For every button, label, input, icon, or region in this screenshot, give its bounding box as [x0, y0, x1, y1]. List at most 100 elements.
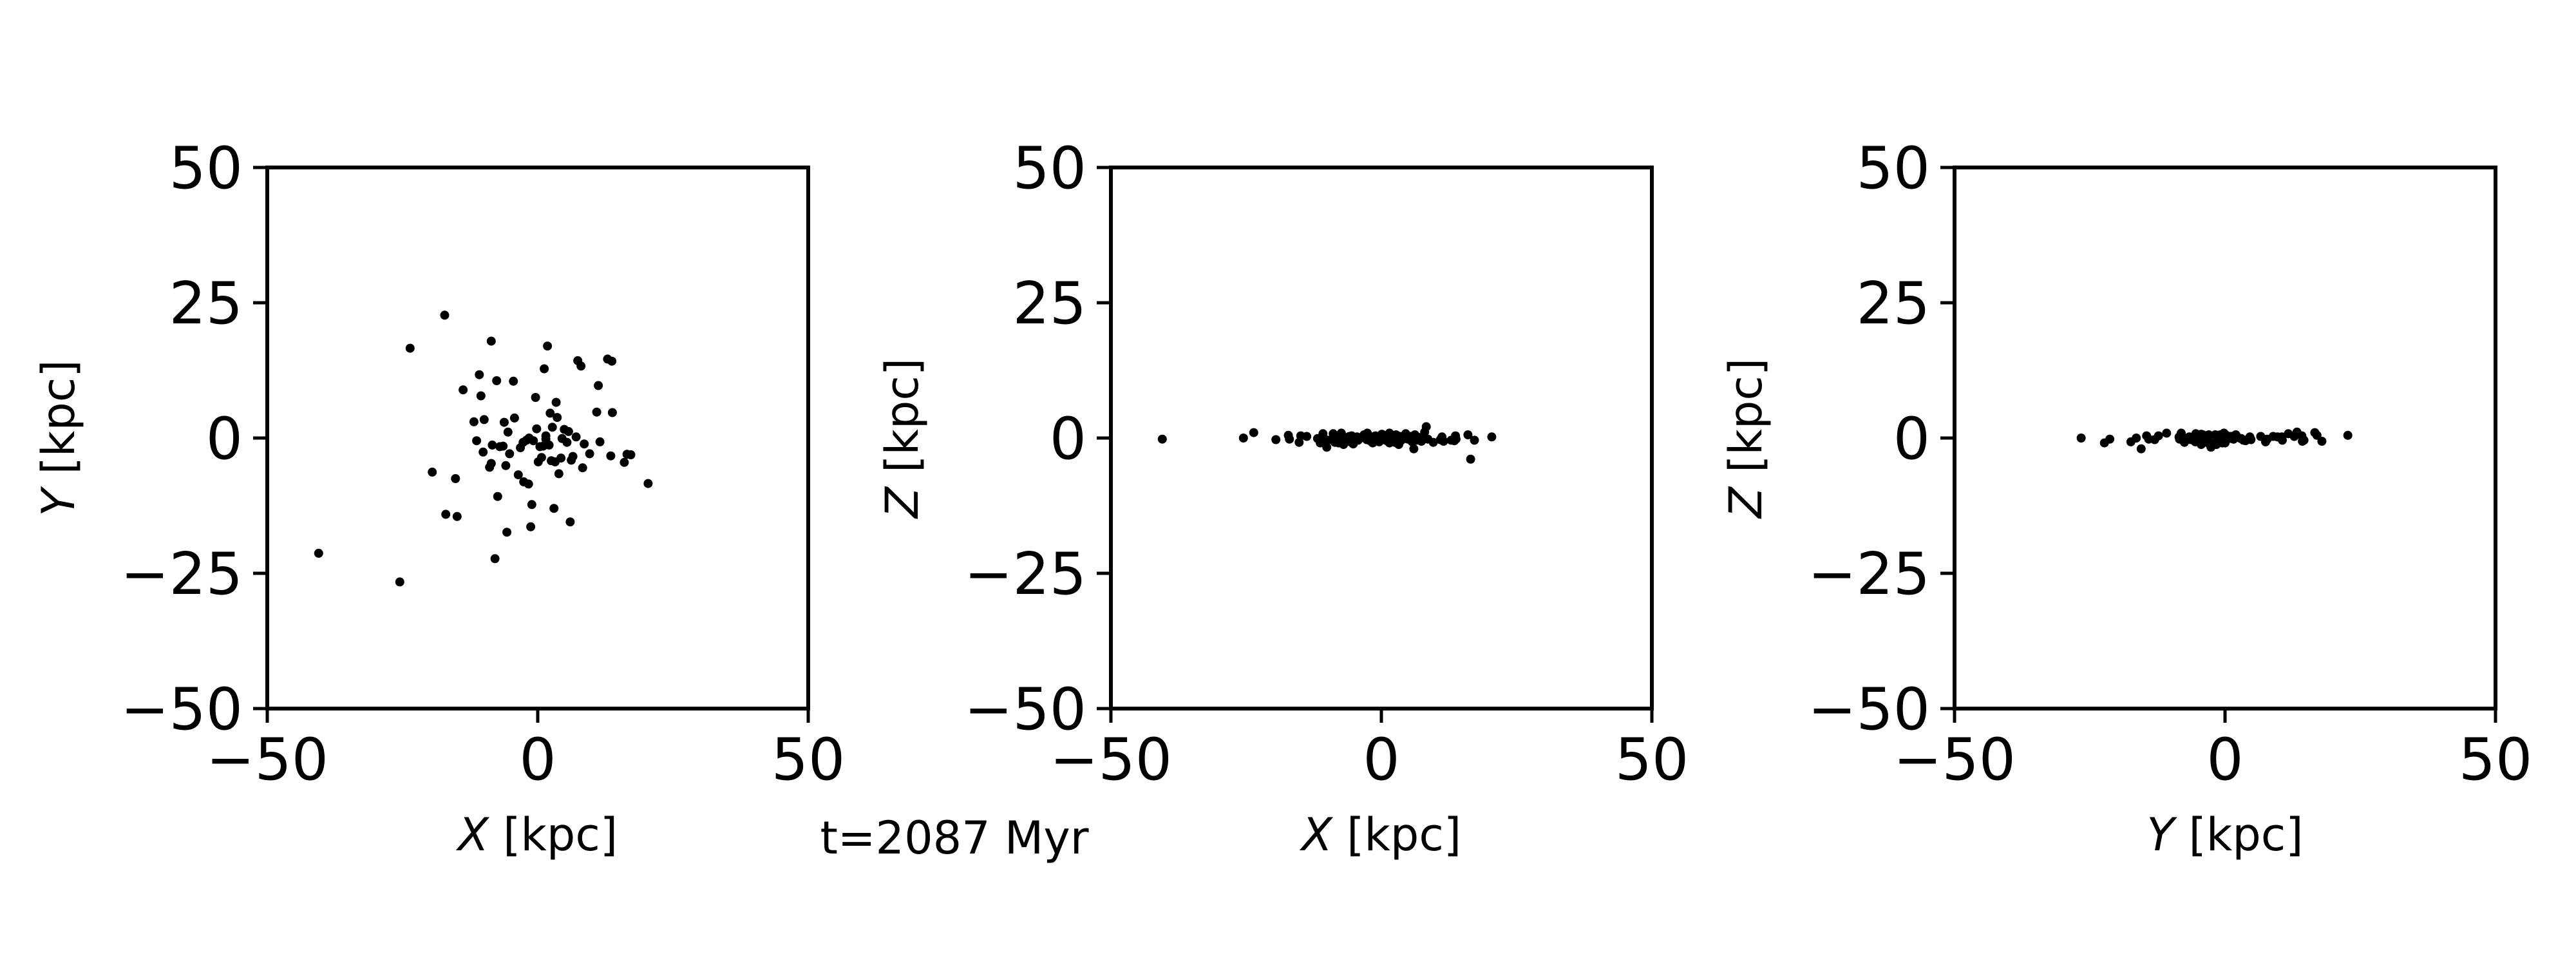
point-xy-25: [501, 461, 511, 470]
point-xy-6: [451, 474, 460, 483]
x-axis-label-xz: X [kpc]: [1299, 808, 1461, 861]
panel-xz: −50 0 50 −50 −25 0 25 50 X [kpc] Z [kpc]: [876, 135, 1689, 861]
point-xy-80: [607, 408, 617, 417]
point-xy-74: [592, 407, 601, 417]
x-tick-label-yz-1: 0: [2206, 726, 2243, 794]
point-xy-12: [476, 391, 486, 401]
point-xy-16: [486, 336, 496, 346]
point-xy-29: [509, 376, 518, 386]
point-xy-4: [440, 310, 450, 320]
point-xy-9: [469, 417, 478, 426]
y-tick-label-xz-1: −25: [964, 540, 1086, 608]
x-tick-label-xy-1: 0: [519, 726, 556, 794]
point-xy-40: [529, 436, 538, 446]
point-yz-0: [2076, 434, 2086, 443]
point-yz-79: [2278, 435, 2287, 445]
point-xz-1: [1238, 434, 1248, 443]
point-xy-71: [578, 463, 587, 473]
point-xy-39: [527, 500, 536, 510]
y-tick-label-yz-0: −50: [1808, 676, 1930, 743]
x-tick-label-yz-2: 50: [2459, 726, 2533, 794]
point-xz-5: [1285, 434, 1294, 444]
y-tick-label-xy-4: 50: [169, 135, 243, 202]
point-xz-82: [1466, 454, 1475, 464]
point-yz-72: [2246, 435, 2256, 444]
point-xz-65: [1409, 444, 1419, 453]
point-xy-7: [452, 511, 462, 521]
point-xy-63: [562, 437, 572, 447]
point-xy-24: [499, 417, 509, 427]
y-tick-label-xy-3: 25: [169, 270, 243, 338]
point-xy-23: [498, 441, 508, 451]
x-tick-label-yz-0: −50: [1893, 726, 2016, 794]
point-xz-3: [1271, 435, 1281, 444]
points-xy: [314, 310, 653, 587]
x-tick-label-xz-0: −50: [1050, 726, 1172, 794]
point-yz-13: [2177, 428, 2186, 438]
point-xz-73: [1428, 437, 1438, 447]
point-xy-19: [490, 554, 500, 564]
point-yz-9: [2154, 431, 2163, 441]
y-tick-label-xy-2: 0: [206, 405, 243, 473]
y-tick-label-yz-1: −25: [1808, 540, 1930, 608]
point-yz-85: [2299, 435, 2309, 445]
point-xy-45: [536, 453, 546, 463]
point-xy-79: [607, 356, 617, 366]
y-axis-label-xz: Z [kpc]: [876, 358, 929, 519]
point-xz-14: [1323, 435, 1332, 445]
point-yz-5: [2136, 444, 2146, 453]
point-yz-87: [2312, 430, 2322, 440]
point-yz-32: [2204, 430, 2213, 439]
point-xz-71: [1421, 422, 1431, 432]
y-tick-label-yz-3: 25: [1856, 270, 1930, 338]
point-xy-36: [524, 479, 533, 489]
y-axis-label-xy: Y [kpc]: [32, 359, 85, 516]
x-tick-label-xy-0: −50: [206, 726, 328, 794]
point-xy-64: [564, 426, 573, 436]
point-xy-3: [428, 467, 437, 477]
point-xz-84: [1487, 432, 1497, 442]
point-xy-75: [594, 381, 603, 390]
point-xy-10: [472, 436, 482, 446]
y-tick-label-xy-0: −50: [120, 676, 243, 743]
point-xz-2: [1249, 428, 1258, 437]
x-axis-label-yz: Y [kpc]: [2146, 808, 2303, 861]
point-xy-42: [532, 424, 542, 434]
point-xz-8: [1302, 432, 1312, 441]
panel-xy: −50 0 50 −50 −25 0 25 50 X [kpc] Y [kpc]: [32, 135, 845, 861]
point-xy-20: [492, 376, 502, 385]
point-yz-2: [2105, 434, 2115, 444]
y-axis-label-yz: Z [kpc]: [1719, 358, 1772, 519]
point-xy-31: [513, 470, 523, 480]
y-tick-label-yz-4: 50: [1856, 135, 1930, 202]
point-xy-51: [544, 440, 554, 450]
point-xy-26: [502, 528, 512, 537]
point-xy-59: [554, 469, 564, 479]
point-xz-76: [1439, 437, 1448, 446]
y-tick-label-yz-2: 0: [1893, 405, 1930, 473]
point-xz-81: [1463, 430, 1473, 439]
point-xy-30: [509, 413, 519, 423]
point-xy-5: [441, 510, 451, 519]
x-tick-label-xy-2: 50: [772, 726, 846, 794]
y-tick-label-xy-1: −25: [120, 540, 243, 608]
point-xy-41: [531, 393, 540, 402]
point-yz-89: [2343, 430, 2353, 440]
point-xy-84: [643, 479, 653, 488]
y-tick-label-xz-2: 0: [1050, 405, 1086, 473]
x-axis-label-xy: X [kpc]: [455, 808, 618, 861]
point-xy-76: [595, 437, 605, 446]
point-xy-18: [488, 440, 497, 450]
point-xy-21: [493, 491, 502, 501]
panel-yz: −50 0 50 −50 −25 0 25 50 Y [kpc] Z [kpc]: [1719, 135, 2532, 861]
point-xy-17: [486, 459, 496, 468]
x-tick-label-xz-2: 50: [1615, 726, 1689, 794]
point-xy-14: [479, 415, 489, 425]
point-xy-50: [543, 341, 553, 351]
point-xy-57: [551, 397, 561, 407]
point-xy-11: [475, 370, 484, 379]
point-xy-67: [568, 452, 578, 461]
point-xy-13: [478, 447, 488, 457]
point-xy-52: [545, 408, 555, 418]
